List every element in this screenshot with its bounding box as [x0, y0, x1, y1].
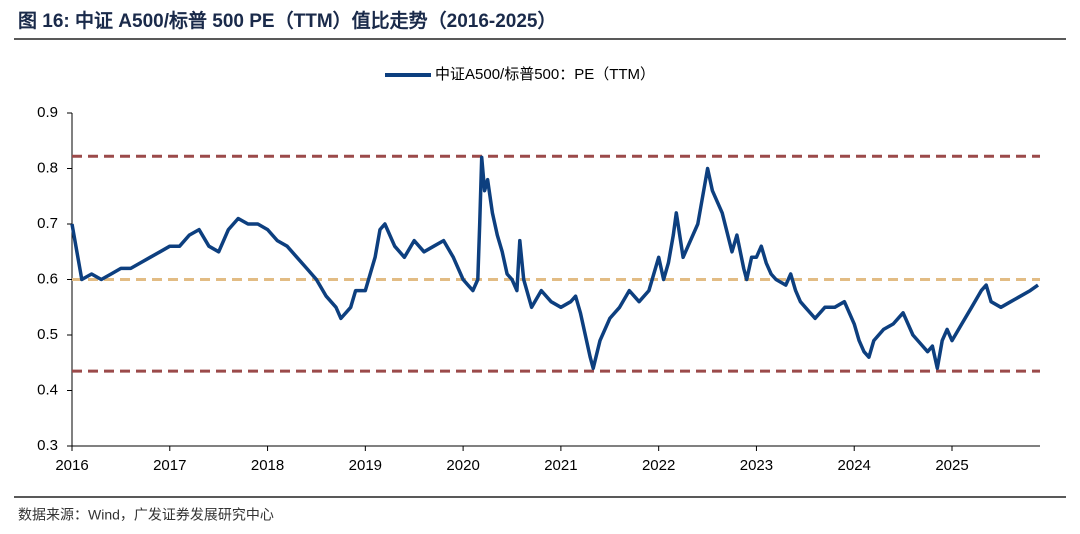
legend-label: 中证A500/标普500：PE（TTM）	[435, 66, 655, 83]
source-note: 数据来源：Wind，广发证券发展研究中心	[18, 507, 274, 523]
x-tick-label: 2020	[446, 457, 479, 474]
y-tick-label: 0.9	[37, 104, 58, 121]
chart-title: 图 16: 中证 A500/标普 500 PE（TTM）值比走势（2016-20…	[18, 9, 557, 32]
x-tick-label: 2025	[935, 457, 968, 474]
y-tick-label: 0.3	[37, 437, 58, 454]
y-tick-label: 0.5	[37, 326, 58, 343]
x-tick-label: 2022	[642, 457, 675, 474]
y-tick-label: 0.7	[37, 215, 58, 232]
x-tick-label: 2018	[251, 457, 284, 474]
x-tick-label: 2017	[153, 457, 186, 474]
y-tick-label: 0.6	[37, 270, 58, 287]
x-tick-label: 2021	[544, 457, 577, 474]
y-tick-label: 0.8	[37, 159, 58, 176]
x-tick-label: 2016	[55, 457, 88, 474]
x-tick-label: 2023	[740, 457, 773, 474]
series-line	[70, 155, 1040, 371]
x-tick-label: 2024	[838, 457, 871, 474]
y-tick-label: 0.4	[37, 381, 58, 398]
x-tick-label: 2019	[349, 457, 382, 474]
